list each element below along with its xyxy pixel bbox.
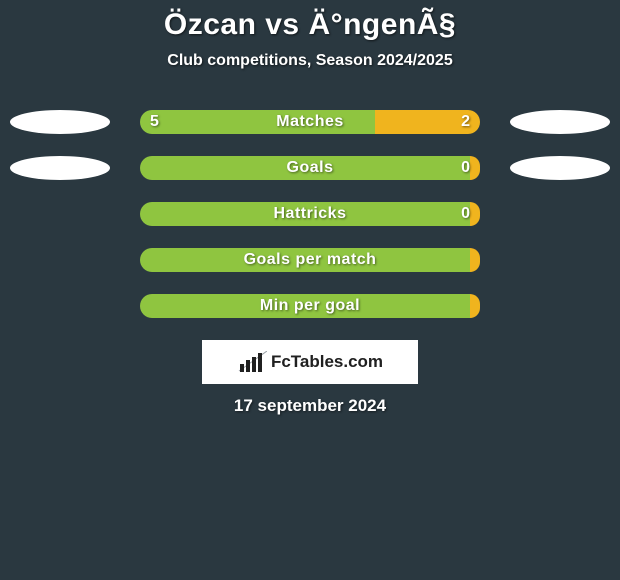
bars-icon bbox=[237, 351, 267, 373]
stat-label: Hattricks bbox=[140, 202, 480, 226]
stat-row: 52Matches bbox=[0, 110, 620, 134]
player-a-ellipse bbox=[10, 110, 110, 134]
player-b-ellipse bbox=[510, 156, 610, 180]
stat-label: Min per goal bbox=[140, 294, 480, 318]
player-b-ellipse bbox=[510, 110, 610, 134]
stat-row: 0Goals bbox=[0, 156, 620, 180]
stat-row: Min per goal bbox=[0, 294, 620, 318]
logo-text: FcTables.com bbox=[271, 352, 383, 372]
player-a-ellipse bbox=[10, 156, 110, 180]
stat-row: Goals per match bbox=[0, 248, 620, 272]
stat-bar: 52Matches bbox=[140, 110, 480, 134]
page-title: Özcan vs Ä°ngenÃ§ bbox=[0, 8, 620, 42]
page-subtitle: Club competitions, Season 2024/2025 bbox=[0, 52, 620, 70]
stat-label: Goals per match bbox=[140, 248, 480, 272]
logo-box: FcTables.com bbox=[202, 340, 418, 384]
stat-bar: 0Goals bbox=[140, 156, 480, 180]
stat-bar: 0Hattricks bbox=[140, 202, 480, 226]
stat-row: 0Hattricks bbox=[0, 202, 620, 226]
stat-bar: Goals per match bbox=[140, 248, 480, 272]
stat-label: Goals bbox=[140, 156, 480, 180]
comparison-infographic: Özcan vs Ä°ngenÃ§ Club competitions, Sea… bbox=[0, 0, 620, 416]
stat-label: Matches bbox=[140, 110, 480, 134]
stat-rows: 52Matches 0Goals 0Hattricks Goals per match… bbox=[0, 110, 620, 318]
stat-bar: Min per goal bbox=[140, 294, 480, 318]
date-text: 17 september 2024 bbox=[0, 396, 620, 416]
